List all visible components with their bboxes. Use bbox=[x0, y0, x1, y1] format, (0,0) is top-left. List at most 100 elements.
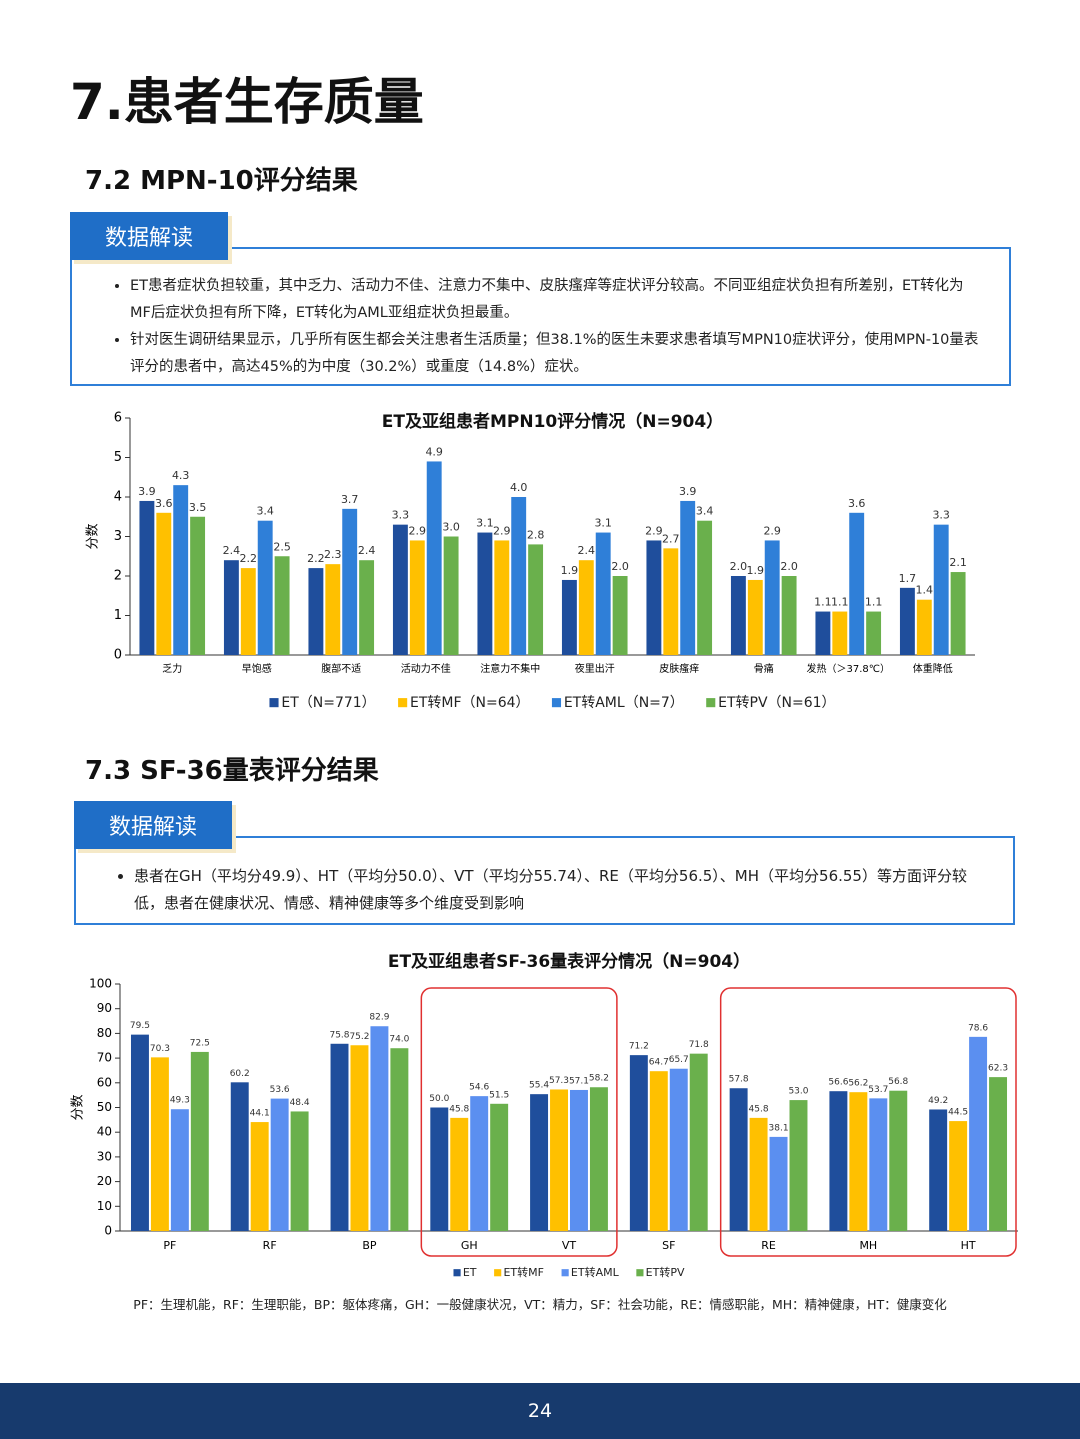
bar bbox=[730, 576, 746, 655]
x-tick-label: HT bbox=[961, 1239, 976, 1252]
bar bbox=[589, 1087, 608, 1231]
data-label: 57.3 bbox=[549, 1076, 569, 1086]
y-tick-label: 50 bbox=[97, 1100, 112, 1114]
data-label: 48.4 bbox=[290, 1098, 310, 1108]
bar bbox=[669, 1068, 688, 1231]
y-tick-label: 4 bbox=[114, 490, 122, 505]
bar bbox=[530, 1094, 549, 1231]
data-label: 3.7 bbox=[341, 493, 359, 506]
data-label: 70.3 bbox=[150, 1044, 170, 1054]
data-label: 53.6 bbox=[270, 1085, 290, 1095]
legend-swatch bbox=[636, 1269, 644, 1277]
legend-label: ET转MF bbox=[503, 1265, 544, 1279]
bullet: 针对医生调研结果显示，几乎所有医生都会关注患者生活质量；但38.1%的医生未要求… bbox=[130, 327, 979, 381]
bar bbox=[250, 1122, 269, 1231]
bar bbox=[230, 1082, 249, 1231]
bar bbox=[729, 1088, 748, 1231]
bar bbox=[933, 524, 949, 655]
section-heading: 7.3 SF-36量表评分结果 bbox=[85, 756, 379, 786]
x-tick-label: 乏力 bbox=[162, 662, 182, 675]
bar bbox=[223, 560, 239, 655]
bar bbox=[443, 536, 459, 655]
info-box: ET患者症状负担较重，其中乏力、活动力不佳、注意力不集中、皮肤瘙痒等症状评分较高… bbox=[70, 247, 1011, 386]
bar bbox=[426, 461, 442, 655]
data-label: 3.6 bbox=[155, 497, 173, 510]
data-label: 62.3 bbox=[988, 1064, 1008, 1074]
bar bbox=[490, 1103, 509, 1231]
bar bbox=[989, 1077, 1008, 1231]
bar bbox=[392, 524, 408, 655]
x-tick-label: 早饱感 bbox=[242, 662, 272, 675]
bar bbox=[350, 1045, 369, 1231]
data-label: 4.0 bbox=[510, 481, 528, 494]
y-axis-label: 分数 bbox=[71, 1094, 86, 1120]
bar bbox=[139, 500, 155, 655]
legend-swatch bbox=[551, 698, 562, 708]
bar bbox=[929, 1109, 948, 1231]
bar bbox=[747, 579, 763, 655]
bar bbox=[190, 1051, 209, 1231]
legend-swatch bbox=[398, 698, 408, 708]
y-tick-label: 70 bbox=[97, 1051, 112, 1065]
bar bbox=[190, 516, 206, 655]
data-label: 3.4 bbox=[256, 505, 274, 518]
x-tick-label: VT bbox=[562, 1239, 577, 1252]
data-label: 45.8 bbox=[449, 1104, 469, 1114]
data-label: 56.6 bbox=[828, 1078, 848, 1088]
x-tick-label: 活动力不佳 bbox=[401, 662, 451, 675]
data-label: 1.1 bbox=[865, 596, 883, 609]
x-tick-label: GH bbox=[461, 1239, 478, 1252]
legend-label: ET转PV bbox=[646, 1265, 685, 1279]
data-label: 2.8 bbox=[527, 528, 545, 541]
bar bbox=[612, 576, 628, 655]
bar bbox=[528, 544, 544, 655]
bar bbox=[550, 1089, 568, 1231]
bar bbox=[156, 512, 172, 655]
bar bbox=[764, 540, 780, 655]
data-label: 1.7 bbox=[899, 572, 917, 585]
bar bbox=[240, 568, 256, 655]
section-tab: 数据解读 bbox=[74, 801, 232, 849]
bar bbox=[494, 540, 510, 655]
x-tick-label: 注意力不集中 bbox=[480, 662, 540, 675]
x-tick-label: 发热（＞37.8℃） bbox=[807, 662, 891, 675]
footnote: PF：生理机能，RF：生理职能，BP：躯体疼痛，GH：一般健康状况，VT：精力，… bbox=[133, 1297, 947, 1312]
data-label: 49.3 bbox=[170, 1096, 190, 1106]
data-label: 44.1 bbox=[250, 1109, 270, 1119]
legend-swatch bbox=[453, 1269, 461, 1277]
bar bbox=[470, 1096, 489, 1231]
legend-label: ET转PV（N=61） bbox=[718, 695, 835, 711]
data-label: 2.0 bbox=[780, 560, 798, 573]
legend-swatch bbox=[269, 698, 279, 708]
bar bbox=[649, 1071, 668, 1231]
data-label: 64.7 bbox=[649, 1058, 669, 1068]
bar bbox=[390, 1048, 409, 1231]
data-label: 78.6 bbox=[968, 1023, 988, 1033]
legend-swatch bbox=[561, 1269, 569, 1277]
y-tick-label: 6 bbox=[114, 411, 122, 426]
x-tick-label: RF bbox=[263, 1239, 277, 1252]
data-label: 1.1 bbox=[831, 596, 849, 609]
bar bbox=[570, 1089, 588, 1231]
y-tick-label: 5 bbox=[114, 450, 122, 465]
bar bbox=[477, 532, 493, 655]
data-label: 4.9 bbox=[425, 445, 443, 458]
bar bbox=[950, 572, 966, 655]
data-label: 54.6 bbox=[469, 1083, 489, 1093]
data-label: 3.0 bbox=[442, 521, 460, 534]
bar bbox=[899, 587, 915, 655]
data-label: 51.5 bbox=[489, 1090, 509, 1100]
chart-title: ET及亚组患者SF-36量表评分情况（N=904） bbox=[388, 951, 750, 972]
section-tab: 数据解读 bbox=[70, 212, 228, 260]
data-label: 1.9 bbox=[747, 564, 765, 577]
x-tick-label: 体重降低 bbox=[913, 662, 953, 675]
bar bbox=[290, 1111, 309, 1231]
data-label: 79.5 bbox=[130, 1021, 150, 1031]
data-label: 44.5 bbox=[948, 1108, 968, 1118]
bar bbox=[866, 611, 882, 655]
bullet: 患者在GH（平均分49.9）、HT（平均分50.0）、VT（平均分55.74）、… bbox=[134, 863, 983, 917]
data-label: 1.4 bbox=[916, 584, 934, 597]
x-tick-label: 夜里出汗 bbox=[575, 662, 615, 675]
data-label: 49.2 bbox=[928, 1096, 948, 1106]
data-label: 2.1 bbox=[949, 556, 967, 569]
